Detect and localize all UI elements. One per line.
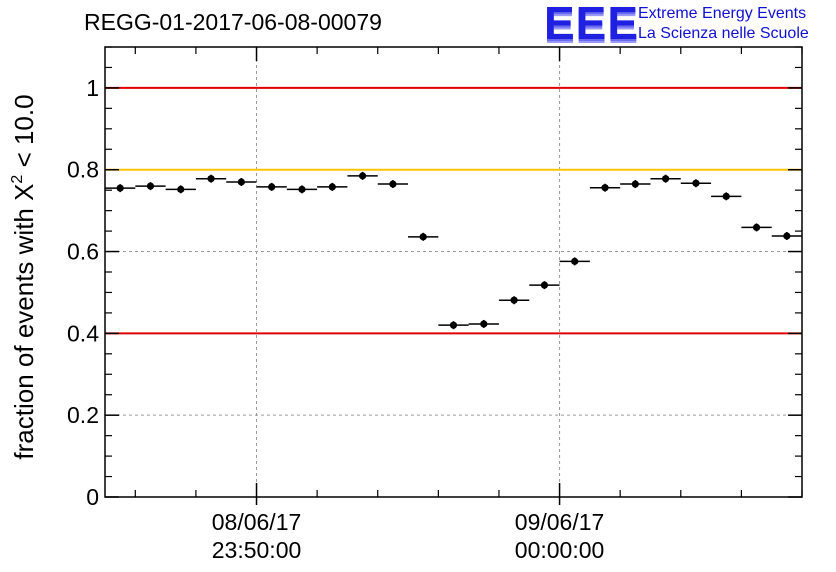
data-point [419,233,427,241]
y-axis-label-suffix: < 10.0 [9,94,39,174]
data-point [207,175,215,183]
reference-lines [105,86,802,335]
x-tick-label-date: 09/06/17 [515,509,605,535]
data-point [540,281,549,289]
y-axis-label-sup: 2 [9,175,26,184]
y-axis-label-symbol: X [9,184,39,201]
data-point [631,180,639,188]
y-tick-label: 0.6 [67,239,99,265]
logo-line-1: Extreme Energy Events [638,5,807,22]
x-tick-label-time: 23:50:00 [212,537,302,563]
y-tick-label: 0.2 [67,402,99,428]
y-tick-label: 0 [86,484,99,510]
data-point [298,185,306,193]
y-axis-label-prefix: fraction of events with [9,201,39,460]
data-point [480,320,488,328]
data-point [601,184,609,192]
data-point [449,321,458,329]
data-point [237,178,245,186]
data-point [722,192,730,200]
data-point [146,182,155,190]
data-point [571,257,579,265]
data-point [783,232,791,240]
data-point [116,184,124,192]
axis-ticks [105,46,803,505]
eee-logo: EEE Extreme Energy Events La Scienza nel… [544,0,834,49]
x-tick-label-date: 08/06/17 [212,509,302,535]
y-tick-label: 0.8 [67,157,99,183]
logo-letters: EEE [544,0,640,49]
x-tick-label-time: 00:00:00 [515,537,605,563]
y-tick-label: 1 [86,75,99,101]
data-points [105,171,802,330]
data-point [328,183,336,191]
y-tick-label: 0.4 [67,320,99,346]
grid-layer [105,47,802,497]
data-point [662,175,670,183]
data-point [268,183,276,191]
data-point [177,185,185,193]
data-point [752,223,761,232]
logo-line-2: La Scienza nelle Scuole [638,25,809,42]
chart-title: REGG-01-2017-06-08-00079 [84,9,382,35]
data-point [358,172,367,180]
data-point [389,180,397,188]
plot-frame [104,46,803,498]
data-point [692,179,700,187]
y-axis-label: fraction of events with X2 < 10.0 [9,94,39,459]
data-point [510,296,518,304]
